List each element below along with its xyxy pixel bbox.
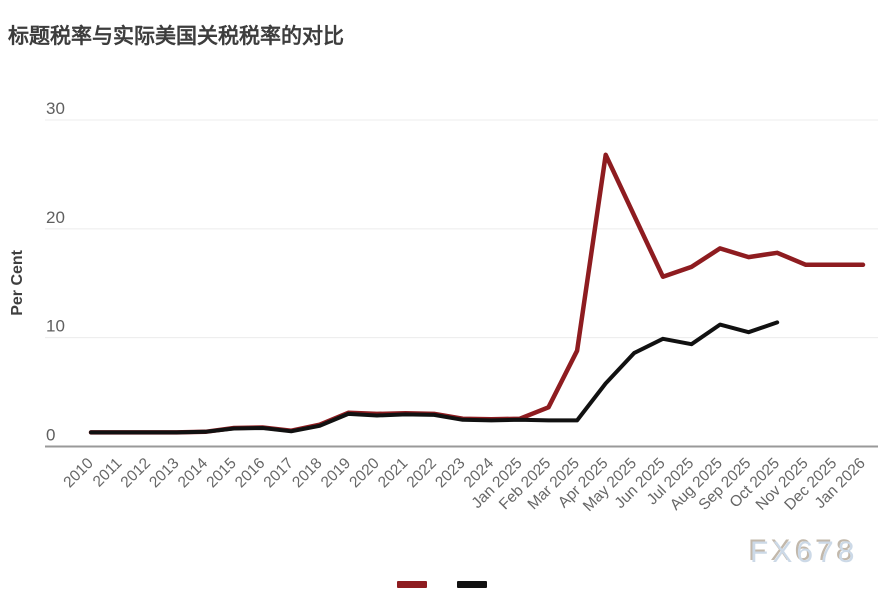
- series-group: [88, 152, 866, 435]
- chart-legend: [397, 581, 487, 588]
- gridlines-group: [45, 119, 878, 448]
- x-tick-label: 2014: [175, 455, 212, 492]
- x-tick-label: 2016: [232, 455, 268, 491]
- legend-swatch-headline: [397, 581, 427, 588]
- x-tick-label: 2022: [404, 455, 440, 491]
- x-tick-label: 2017: [261, 455, 297, 491]
- chart-title: 标题税率与实际美国关税税率的对比: [8, 25, 344, 48]
- x-tick-label: 2010: [60, 455, 97, 492]
- y-tick-label: 10: [46, 317, 65, 336]
- x-tick-label: 2019: [318, 455, 354, 491]
- x-tick-label: 2011: [90, 455, 126, 491]
- watermark: FX678: [750, 536, 859, 569]
- x-tick-label: 2013: [146, 455, 182, 491]
- y-tick-label: 30: [46, 99, 65, 118]
- x-tick-label: 2012: [118, 455, 154, 491]
- series-line-actual-tariff-rate: [89, 320, 780, 435]
- x-tick-label: 2015: [203, 455, 239, 491]
- y-tick-labels-group: 0 10 20 30: [46, 99, 65, 444]
- x-tick-label: 2023: [432, 455, 468, 491]
- legend-swatch-actual: [457, 581, 487, 588]
- x-tick-label: 2021: [375, 455, 411, 491]
- x-tick-labels-group: 2010201120122013201420152016201720182019…: [60, 455, 868, 515]
- x-tick-label: 2018: [289, 455, 325, 491]
- series-line-headline-tariff-rate: [88, 152, 866, 435]
- x-tick-label: 2020: [346, 455, 383, 492]
- y-tick-label: 0: [46, 426, 55, 445]
- y-tick-label: 20: [46, 208, 65, 227]
